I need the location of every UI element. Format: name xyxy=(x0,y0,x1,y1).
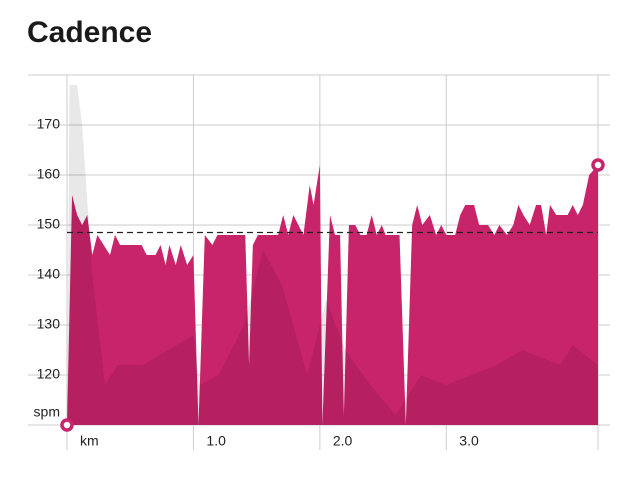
background-area xyxy=(67,85,598,425)
y-tick-label: 170 xyxy=(37,116,61,132)
y-tick-label: spm xyxy=(34,404,60,420)
y-tick-label: 160 xyxy=(37,166,61,182)
x-tick-label: km xyxy=(80,433,99,449)
y-tick-label: 130 xyxy=(37,316,61,332)
x-tick-label: 3.0 xyxy=(459,433,479,449)
end-marker xyxy=(591,158,605,172)
end-marker xyxy=(60,418,74,432)
x-tick-label: 2.0 xyxy=(333,433,353,449)
y-tick-label: 140 xyxy=(37,266,61,282)
x-tick-label: 1.0 xyxy=(206,433,226,449)
chart-title: Cadence xyxy=(27,16,152,49)
cadence-area xyxy=(67,165,598,425)
y-tick-label: 150 xyxy=(37,216,61,232)
y-tick-label: 120 xyxy=(37,366,61,382)
